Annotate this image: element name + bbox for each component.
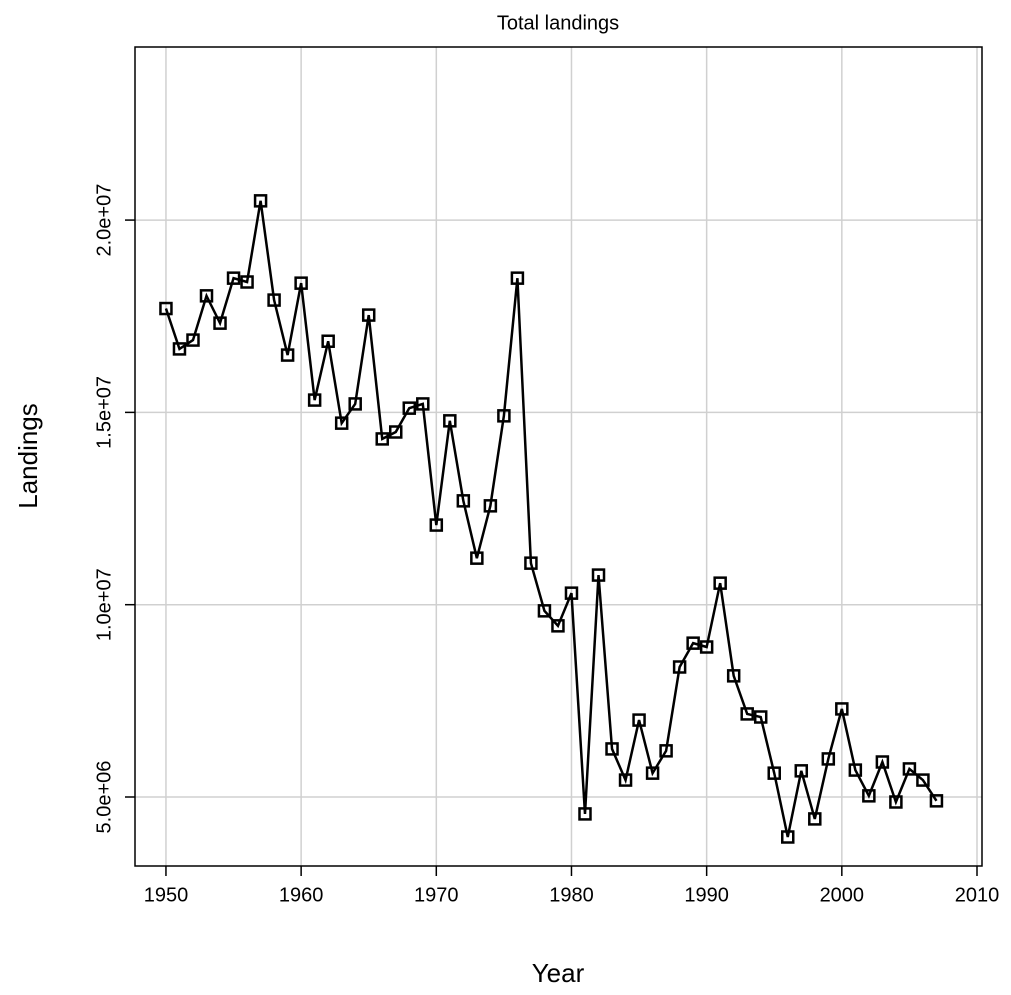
data-point [672, 660, 687, 674]
data-point [389, 425, 403, 439]
data-point [348, 397, 362, 411]
data-point [537, 604, 552, 618]
plot-frame [134, 46, 983, 867]
data-point [875, 755, 890, 769]
data-point [213, 316, 227, 330]
y-tick-label: 1.0e+07 [93, 568, 115, 641]
data-point [483, 499, 498, 513]
y-tick-label: 5.0e+06 [93, 761, 115, 834]
data-point [429, 518, 444, 532]
y-tick-label: 1.5e+07 [93, 376, 115, 449]
data-point [902, 762, 917, 776]
data-point [240, 275, 254, 289]
data-point [794, 764, 809, 778]
data-point [699, 640, 714, 654]
x-tick-label: 2010 [955, 884, 1000, 906]
data-point [402, 401, 417, 415]
data-point [835, 702, 849, 716]
data-point [645, 766, 660, 780]
data-point [632, 713, 646, 727]
data-point [267, 293, 281, 307]
x-tick-label: 1970 [414, 884, 459, 906]
data-point [929, 794, 944, 808]
data-point [334, 416, 349, 430]
data-point [916, 773, 930, 787]
data-point [618, 773, 633, 787]
data-point [159, 301, 173, 316]
x-tick-label: 2000 [820, 884, 865, 906]
data-point [686, 636, 700, 650]
data-point [416, 397, 430, 411]
data-point [551, 619, 565, 633]
data-point [808, 812, 822, 826]
data-point [605, 742, 619, 756]
x-tick-label: 1950 [144, 884, 189, 906]
data-point [456, 494, 471, 508]
data-point [713, 576, 727, 590]
data-point [659, 744, 673, 758]
data-line [164, 200, 938, 838]
data-point [280, 348, 295, 362]
data-point [307, 393, 322, 407]
data-point [889, 795, 903, 809]
data-point [767, 766, 781, 780]
data-point [226, 271, 241, 285]
data-point [186, 333, 200, 347]
data-point [578, 807, 592, 821]
data-point [740, 707, 754, 721]
data-point [781, 830, 795, 844]
data-point [321, 334, 335, 348]
data-point [848, 763, 863, 777]
x-tick-label: 1980 [549, 884, 594, 906]
data-point [361, 308, 376, 322]
y-axis-label: Landings [13, 403, 43, 509]
data-point [199, 289, 214, 303]
data-point [862, 789, 876, 803]
chart-title: Total landings [497, 12, 619, 34]
data-point [375, 432, 389, 446]
data-point [294, 276, 308, 290]
data-point [443, 414, 457, 428]
data-point [253, 194, 268, 208]
data-point [497, 409, 511, 423]
data-point [172, 342, 187, 356]
data-point [510, 271, 525, 285]
x-axis-label: Year [532, 958, 585, 988]
data-point [726, 669, 741, 683]
data-point [591, 568, 606, 582]
data-point [470, 551, 484, 565]
data-point [524, 556, 538, 570]
data-point [564, 586, 579, 600]
x-tick-label: 1990 [684, 884, 729, 906]
data-point [753, 710, 768, 724]
y-tick-label: 2.0e+07 [93, 184, 115, 257]
x-tick-label: 1960 [279, 884, 324, 906]
data-point [821, 752, 836, 766]
